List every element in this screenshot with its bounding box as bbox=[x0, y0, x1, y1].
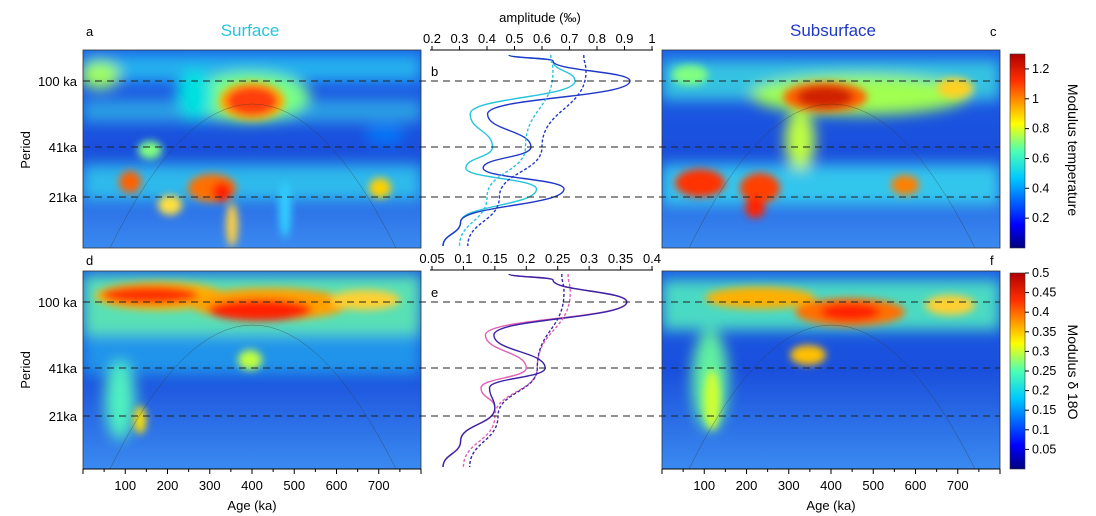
x-tick-label: 500 bbox=[862, 478, 884, 493]
x-tick-label: 200 bbox=[157, 478, 179, 493]
xlabel-f: Age (ka) bbox=[806, 498, 855, 513]
colorbar-tick-label: 0.2 bbox=[1032, 211, 1049, 225]
x-tick-label: 600 bbox=[905, 478, 927, 493]
x-tick-label: 0.6 bbox=[533, 31, 551, 46]
series-line-2 bbox=[462, 273, 571, 468]
period-label-100: 100 ka bbox=[38, 74, 78, 89]
period-guides bbox=[83, 80, 1000, 417]
x-tick-label: 0.35 bbox=[608, 251, 633, 266]
x-tick-label: 100 bbox=[114, 478, 136, 493]
lines-e bbox=[442, 273, 628, 468]
x-tick-label: 0.3 bbox=[580, 251, 598, 266]
x-tick-label: 700 bbox=[368, 478, 390, 493]
colorbar-tick-label: 0.4 bbox=[1032, 305, 1049, 319]
x-tick-label: 500 bbox=[283, 478, 305, 493]
x-tick-label: 0.1 bbox=[454, 251, 472, 266]
x-tick-label: 0.2 bbox=[423, 31, 441, 46]
colorbar-tick-label: 0.2 bbox=[1032, 384, 1049, 398]
panel-letter-a: a bbox=[86, 24, 94, 39]
period-label-41-b: 41ka bbox=[49, 361, 78, 376]
colorbar-tick-label: 0.4 bbox=[1032, 181, 1049, 195]
ylabel-bottom: Period bbox=[18, 351, 33, 389]
panel-letter-b: b bbox=[431, 64, 438, 79]
x-tick-label: 0.25 bbox=[545, 251, 570, 266]
panel-letter-c: c bbox=[990, 24, 997, 39]
colorbar-tick-label: 0.5 bbox=[1032, 266, 1049, 280]
colorbar-top-ticks: 1.2 1 0.8 0.6 0.4 0.2 bbox=[1025, 62, 1049, 225]
xlabel-d: Age (ka) bbox=[227, 498, 276, 513]
x-tick-label: 0.4 bbox=[643, 251, 661, 266]
colorbar-bottom-ticks: 0.5 0.45 0.4 0.35 0.3 0.25 0.2 0.15 0.1 0.05 bbox=[1025, 266, 1056, 456]
x-tick-label: 200 bbox=[736, 478, 758, 493]
panel-letter-f: f bbox=[990, 253, 994, 268]
period-label-21: 21ka bbox=[49, 190, 78, 205]
x-tick-label: 0.4 bbox=[478, 31, 496, 46]
heatmap-c bbox=[662, 50, 1000, 248]
title-subsurface: Subsurface bbox=[790, 21, 876, 40]
series-line-3 bbox=[469, 273, 565, 468]
period-label-41: 41ka bbox=[49, 140, 78, 155]
series-line-1 bbox=[442, 54, 631, 247]
colorbar-tick-label: 0.45 bbox=[1032, 286, 1056, 300]
x-tick-label: 100 bbox=[693, 478, 715, 493]
heatmap-d bbox=[83, 271, 421, 469]
x-tick-label: 0.15 bbox=[482, 251, 507, 266]
x-ticks-e: 0.05 0.1 0.15 0.2 0.25 0.3 0.35 0.4 bbox=[419, 251, 661, 270]
x-tick-label: 300 bbox=[199, 478, 221, 493]
x-tick-label: 0.7 bbox=[560, 31, 578, 46]
colorbar-tick-label: 0.3 bbox=[1032, 344, 1049, 358]
series-line-3 bbox=[467, 54, 587, 247]
colorbar-bottom bbox=[1009, 272, 1026, 470]
colorbar-tick-label: 0.8 bbox=[1032, 122, 1049, 136]
lines-b bbox=[442, 54, 631, 247]
line-panel-b: amplitude (‰) 0.2 0.3 0.4 0.5 0.6 0.7 0.8 0.9 1 bbox=[423, 10, 656, 247]
colorbar-tick-label: 1 bbox=[1032, 92, 1039, 106]
series-line-2 bbox=[458, 54, 554, 247]
series-line-0 bbox=[442, 273, 628, 468]
period-label-100-b: 100 ka bbox=[38, 295, 78, 310]
title-surface: Surface bbox=[221, 21, 280, 40]
colorbar-tick-label: 0.35 bbox=[1032, 325, 1056, 339]
x-tick-label: 0.05 bbox=[419, 251, 444, 266]
x-axis-d: 100 200 300 400 500 600 700 bbox=[82, 468, 422, 493]
amplitude-label: amplitude (‰) bbox=[499, 10, 581, 25]
y-axis-bottom: 100 ka 41ka 21ka Period bbox=[18, 295, 78, 424]
line-panel-e: 0.05 0.1 0.15 0.2 0.25 0.3 0.35 0.4 bbox=[419, 251, 661, 468]
x-tick-label: 300 bbox=[778, 478, 800, 493]
colorbar-tick-label: 1.2 bbox=[1032, 62, 1049, 76]
colorbar-tick-label: 0.15 bbox=[1032, 403, 1056, 417]
panel-letter-d: d bbox=[86, 253, 93, 268]
series-line-1 bbox=[442, 273, 628, 468]
x-tick-label: 0.2 bbox=[517, 251, 535, 266]
frame-c bbox=[661, 49, 1001, 249]
colorbar-tick-label: 0.05 bbox=[1032, 442, 1056, 456]
x-tick-label: 400 bbox=[820, 478, 842, 493]
x-tick-label: 0.9 bbox=[615, 31, 633, 46]
colorbar-top-title: Modulus temperature bbox=[1065, 84, 1081, 217]
x-tick-label: 0.3 bbox=[450, 31, 468, 46]
heatmap-a bbox=[83, 50, 421, 248]
x-ticks-b: 0.2 0.3 0.4 0.5 0.6 0.7 0.8 0.9 1 bbox=[423, 31, 656, 50]
panel-letter-e: e bbox=[431, 285, 438, 300]
x-axis-f: 100 200 300 400 500 600 700 bbox=[661, 468, 1001, 493]
colorbar-tick-label: 0.25 bbox=[1032, 364, 1056, 378]
x-tick-label: 600 bbox=[326, 478, 348, 493]
colorbar-top bbox=[1009, 53, 1026, 249]
y-axis-top: 100 ka 41ka 21ka Period bbox=[18, 74, 78, 205]
x-tick-label: 700 bbox=[947, 478, 969, 493]
period-label-21-b: 21ka bbox=[49, 409, 78, 424]
colorbar-bottom-title: Modulus δ 18O bbox=[1065, 325, 1081, 420]
x-tick-label: 0.5 bbox=[505, 31, 523, 46]
ylabel-top: Period bbox=[18, 131, 33, 169]
colorbar-tick-label: 0.1 bbox=[1032, 423, 1049, 437]
x-tick-label: 1 bbox=[648, 31, 655, 46]
heatmap-f bbox=[662, 271, 1000, 469]
x-tick-label: 400 bbox=[241, 478, 263, 493]
frame-a bbox=[82, 49, 422, 249]
x-tick-label: 0.8 bbox=[588, 31, 606, 46]
colorbar-tick-label: 0.6 bbox=[1032, 151, 1049, 165]
